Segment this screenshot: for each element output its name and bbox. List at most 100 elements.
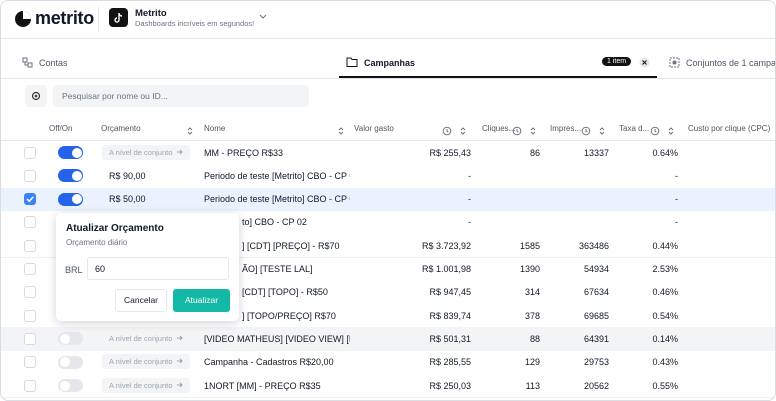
campaign-name[interactable]: MM - PREÇO R$33 <box>204 147 284 158</box>
cancel-button[interactable]: Cancelar <box>115 289 167 312</box>
campaign-name[interactable]: ] [CDT] [PREÇO] - R$70 <box>242 240 340 251</box>
campaign-name[interactable]: Campanha - Cadastros R$20,00 <box>204 357 334 368</box>
toggle-knob <box>59 333 70 344</box>
budget-chip[interactable]: A nível de conjunto <box>102 144 191 160</box>
row-checkbox[interactable] <box>24 193 36 206</box>
row-checkbox[interactable] <box>24 309 36 322</box>
chip-arrow <box>176 357 184 367</box>
table-row[interactable]: R$ 50,00 Periodo de teste [Metrito] CBO -… <box>1 187 775 212</box>
column-icon <box>336 123 346 135</box>
column-icon <box>442 123 452 136</box>
tab-badge: 1 item <box>602 57 632 66</box>
campaign-name[interactable]: Periodo de teste [Metrito] CBO - CP 0 <box>204 194 350 205</box>
column-header[interactable]: Taxa d... <box>619 124 650 133</box>
metric-clicks: 113 <box>525 380 540 391</box>
table-row[interactable]: A nível de conjunto [VIDEO MATHEUS] [VIDE… <box>1 327 775 352</box>
search-input[interactable]: Pesquisar por nome ou ID... <box>53 85 309 107</box>
budget[interactable]: R$ 90,00 <box>109 170 146 181</box>
row-checkbox[interactable] <box>24 239 36 252</box>
metric-ctr: 0.44% <box>652 240 678 251</box>
metric-clicks: 1390 <box>519 264 540 274</box>
metric-ctr: 0.43% <box>652 357 678 368</box>
status-toggle[interactable] <box>58 146 83 159</box>
row-checkbox[interactable] <box>24 332 36 345</box>
tab[interactable]: Contas <box>39 58 68 68</box>
budget-chip[interactable]: A nível de conjunto <box>102 330 191 346</box>
account-subtitle: Dashboards incríveis em segundos! <box>135 19 255 28</box>
budget[interactable]: R$ 50,00 <box>109 194 146 205</box>
chip-arrow <box>176 334 184 344</box>
campaign-name[interactable]: [VIDEO MATHEUS] [VIDEO VIEW] [N1 <box>204 333 350 344</box>
budget-popup: Atualizar Orçamento Orçamento diário BRL… <box>56 213 239 321</box>
toggle-knob <box>71 170 82 181</box>
campaign-name[interactable]: to] CBO - CP 02 <box>242 217 307 228</box>
table-row[interactable]: R$ 90,00 Periodo de teste [Metrito] CBO -… <box>1 164 775 189</box>
toggle-knob <box>59 357 70 368</box>
metric-spent: R$ 947,45 <box>429 287 471 298</box>
campaign-name[interactable]: [CDT] [TOPO] - R$50 <box>242 287 328 298</box>
column-icon <box>528 123 538 135</box>
column-header[interactable]: Cliques... <box>482 124 516 133</box>
budget-chip[interactable]: A nível de conjunto <box>102 377 191 393</box>
toggle-knob <box>59 380 70 391</box>
divider <box>98 7 99 31</box>
tab-icon <box>669 57 680 68</box>
row-checkbox[interactable] <box>24 379 36 392</box>
metric-impressions: 54934 <box>583 264 609 274</box>
campaign-name[interactable]: Periodo de teste [Metrito] CBO - CP 0 <box>204 170 350 181</box>
submit-button[interactable]: Atualizar <box>173 289 230 312</box>
campaign-name[interactable]: ] [TOPO/PREÇO] R$70 <box>242 310 336 321</box>
row-checkbox[interactable] <box>24 286 36 299</box>
popup-subtitle: Orçamento diário <box>66 238 128 247</box>
metric-spent: - <box>468 217 471 228</box>
column-header[interactable]: Nome <box>204 124 226 133</box>
row-checkbox[interactable] <box>24 216 36 229</box>
clear-button[interactable] <box>639 57 650 68</box>
settings-button[interactable] <box>25 85 47 107</box>
status-toggle[interactable] <box>58 169 83 183</box>
metric-impressions: 20562 <box>583 380 609 391</box>
status-toggle[interactable] <box>58 192 83 206</box>
account-name[interactable]: Metrito <box>135 8 167 19</box>
metric-spent: - <box>468 170 471 181</box>
tab[interactable]: Conjuntos de 1 campanha <box>686 58 776 68</box>
budget-chip[interactable]: A nível de conjunto <box>102 354 191 370</box>
table-row[interactable]: A nível de conjunto 1NORT [MM] - PREÇO R$… <box>1 374 775 399</box>
metric-ctr: - <box>675 217 678 228</box>
column-header: Off/On <box>49 124 73 133</box>
column-header[interactable]: Orçamento <box>101 124 141 133</box>
campaign-name[interactable]: 1NORT [MM] - PREÇO R$35 <box>204 380 321 391</box>
metric-ctr: 0.46% <box>652 287 678 298</box>
status-toggle[interactable] <box>58 355 83 369</box>
column-header[interactable]: Impres... <box>550 124 582 133</box>
row-checkbox[interactable] <box>24 263 36 275</box>
top-bar: metrito Metrito Dashboards incríveis em … <box>1 1 775 39</box>
column-header[interactable]: Custo por clique (CPC) <box>688 124 771 133</box>
logo-icon <box>15 11 31 27</box>
status-toggle[interactable] <box>58 379 83 392</box>
toggle-knob <box>71 194 82 205</box>
campaign-name[interactable]: ÃO] [TESTE LAL] <box>242 264 313 274</box>
metric-spent: R$ 501,31 <box>429 333 471 344</box>
account-avatar[interactable] <box>109 8 128 27</box>
row-checkbox[interactable] <box>24 169 36 182</box>
currency-label: BRL <box>65 265 83 275</box>
table-row[interactable]: A nível de conjunto MM - PREÇO R$33 R$ 255… <box>1 141 775 166</box>
account-chevron[interactable] <box>259 14 267 20</box>
table-header <box>1 118 775 141</box>
metric-spent: - <box>468 194 471 205</box>
column-icon <box>185 123 195 135</box>
row-checkbox[interactable] <box>24 146 36 159</box>
budget-input[interactable]: 60 <box>87 257 229 280</box>
column-icon <box>512 123 522 136</box>
row-checkbox[interactable] <box>24 356 36 369</box>
metric-clicks: 378 <box>524 310 540 321</box>
metric-clicks: 88 <box>529 333 540 344</box>
active-tab[interactable]: Campanhas 1 item <box>339 45 657 78</box>
metric-ctr: 0.55% <box>652 380 678 391</box>
column-icon <box>581 123 591 136</box>
column-header[interactable]: Valor gasto <box>354 124 394 133</box>
table-row[interactable]: A nível de conjunto Campanha - Cadastros … <box>1 350 775 375</box>
status-toggle[interactable] <box>58 332 83 346</box>
